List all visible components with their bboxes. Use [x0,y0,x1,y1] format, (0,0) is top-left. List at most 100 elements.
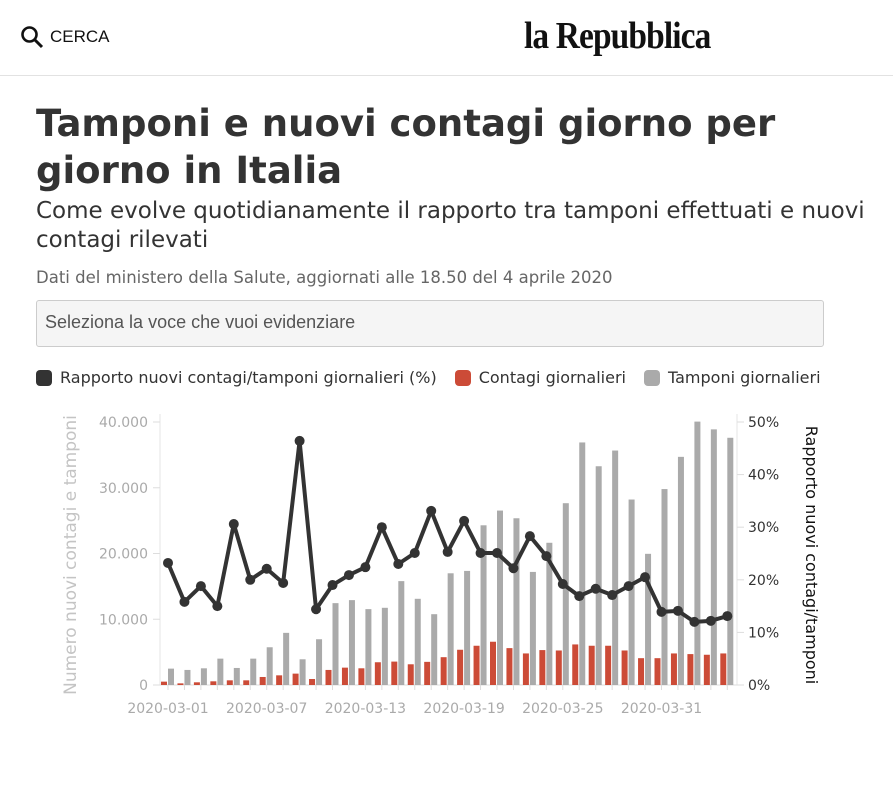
ratio-point [426,505,437,516]
y-tick-label-left: 40.000 [99,415,148,431]
ratio-point [376,522,387,533]
bar-tamponi [266,647,273,685]
ratio-point [393,559,404,570]
ratio-point [327,580,338,591]
legend-label: Contagi giornalieri [478,368,626,387]
bar-contagi [276,675,283,685]
y-tick-label-left: 20.000 [99,547,148,563]
bar-tamponi [661,489,668,685]
bar-tamponi [200,668,207,685]
bar-tamponi [414,598,421,685]
legend-swatch [454,369,471,386]
bar-tamponi [579,442,586,685]
bar-tamponi [447,573,454,685]
bar-contagi [720,653,727,685]
y-axis-left-title: Numero nuovi contagi e tamponi [61,415,81,695]
ratio-point [689,616,700,627]
ratio-point [722,611,733,622]
bar-tamponi [398,581,405,685]
bar-contagi [243,680,250,685]
bar-tamponi [316,639,323,685]
bar-tamponi [628,499,635,685]
bar-contagi [161,681,167,685]
ratio-point [574,591,585,602]
bar-contagi [522,653,529,685]
y-tick-label-right: 30% [748,520,779,536]
y-tick-label-right: 10% [748,625,779,641]
bar-contagi [309,679,316,685]
bar-tamponi [513,518,520,685]
bar-tamponi [562,503,569,685]
ratio-point [245,574,256,585]
bar-contagi [259,676,266,685]
legend-label: Rapporto nuovi contagi/tamponi giornalie… [60,368,437,387]
bar-tamponi [299,659,306,685]
bar-contagi [193,682,200,685]
bar-tamponi [497,510,503,685]
highlight-select[interactable]: Seleziona la voce che vuoi evidenziare [36,300,824,347]
ratio-point [163,557,173,568]
bar-contagi [391,661,398,685]
bar-contagi [473,645,480,685]
ratio-point [442,546,453,557]
legend-item-tamponi[interactable]: Tamponi giornalieri [643,368,821,387]
ratio-point [590,583,601,594]
ratio-point [475,547,486,558]
site-header: CERCA la Repubblica [0,0,893,76]
legend-swatch [36,369,52,386]
ratio-point [508,563,519,574]
ratio-point [640,572,651,583]
bar-tamponi [168,668,174,685]
bar-contagi [605,645,612,685]
bar-contagi [638,658,645,685]
search-button[interactable]: CERCA [20,25,110,49]
bar-contagi [210,681,217,685]
x-tick-label: 2020-03-13 [325,701,406,717]
ratio-point [195,581,206,592]
bar-contagi [440,657,447,685]
ratio-point [228,519,239,530]
bar-tamponi [677,456,684,685]
bar-contagi [325,669,332,685]
y-tick-label-right: 50% [748,415,779,431]
bar-tamponi [727,437,734,685]
bar-tamponi [332,603,339,685]
ratio-point [492,547,502,558]
logo[interactable]: la Repubblica [524,15,711,57]
bar-contagi [341,667,348,685]
bar-tamponi [283,632,290,685]
bar-tamponi [464,570,471,685]
bar-tamponi [348,600,355,685]
y-tick-label-right: 0% [748,678,770,694]
legend-swatch [643,369,660,386]
bar-tamponi [529,571,536,685]
ratio-point [278,577,289,588]
bar-tamponi [546,542,553,685]
bar-tamponi [595,466,602,685]
page-title: Tamponi e nuovi contagi giorno per giorn… [36,102,776,192]
ratio-point [623,581,634,592]
bar-contagi [588,645,595,685]
bar-contagi [407,664,414,685]
bar-tamponi [250,658,257,685]
x-tick-label: 2020-03-25 [522,701,603,717]
bar-contagi [539,650,546,685]
bar-tamponi [381,607,388,685]
legend-item-contagi[interactable]: Contagi giornalieri [454,368,626,387]
ratio-point [524,531,535,542]
ratio-point [541,551,552,562]
ratio-point [179,596,190,607]
bar-contagi [621,650,628,685]
search-icon [21,26,44,49]
bar-contagi [506,648,513,685]
bar-contagi [703,654,710,685]
ratio-point [656,606,667,617]
bar-contagi [292,673,299,685]
legend-item-ratio[interactable]: Rapporto nuovi contagi/tamponi giornalie… [36,368,437,387]
ratio-point [607,590,618,601]
page-subtitle: Come evolve quotidianamente il rapporto … [36,198,865,253]
bar-tamponi [694,421,701,685]
ratio-point [311,604,322,615]
bar-contagi [424,661,431,685]
bar-contagi [687,654,694,685]
